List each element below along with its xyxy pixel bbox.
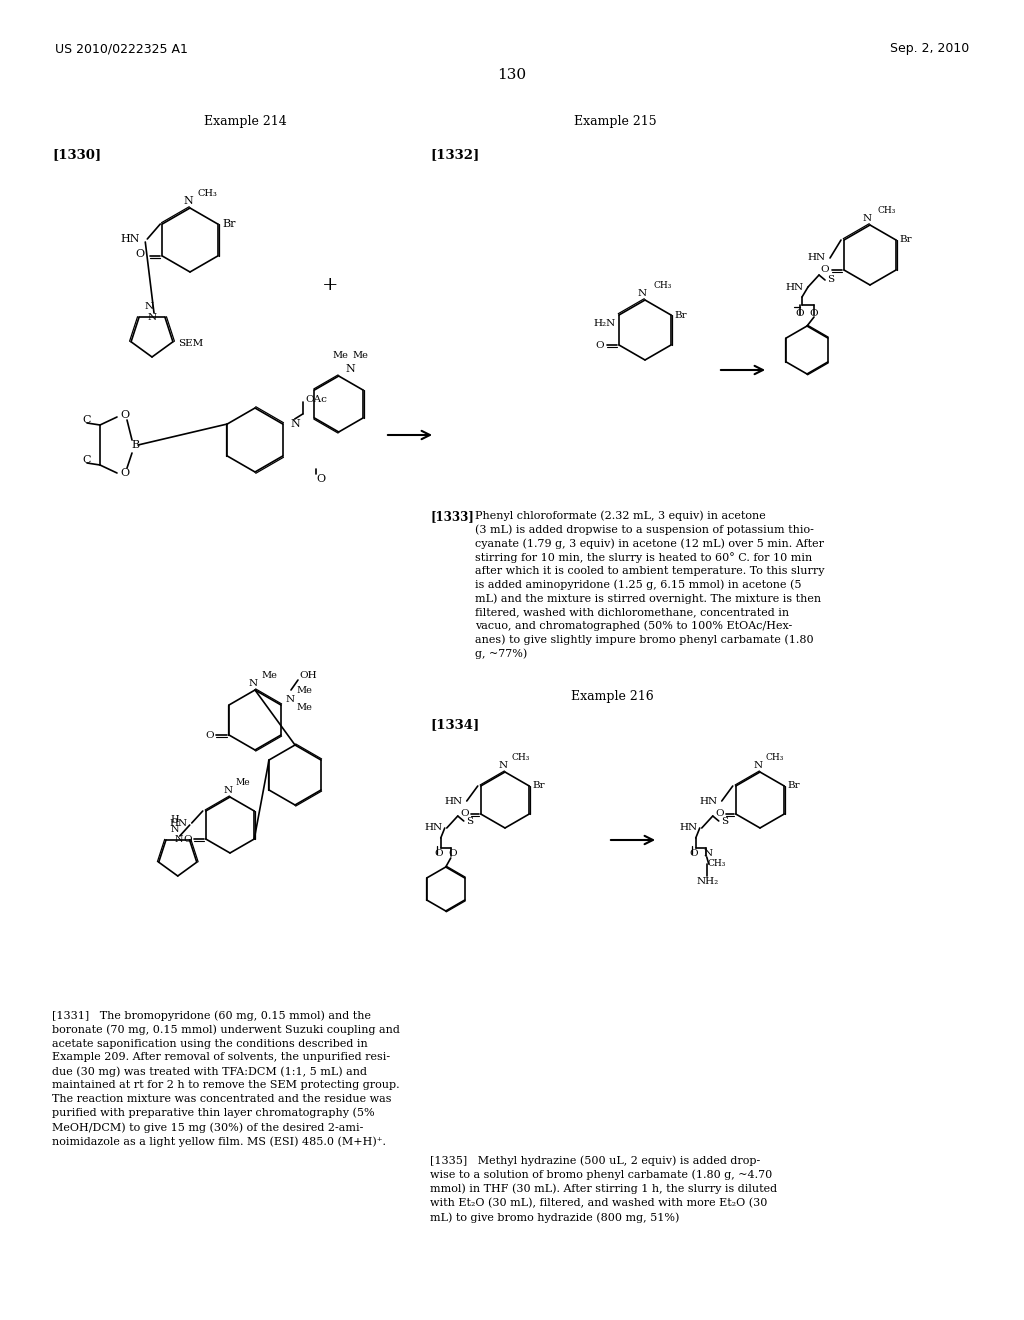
Text: [1331]   The bromopyridone (60 mg, 0.15 mmol) and the
boronate (70 mg, 0.15 mmol: [1331] The bromopyridone (60 mg, 0.15 mm… xyxy=(52,1010,400,1147)
Text: HN: HN xyxy=(785,282,804,292)
Text: N: N xyxy=(171,825,179,834)
Text: N: N xyxy=(147,313,157,322)
Text: N: N xyxy=(499,762,508,770)
Text: N: N xyxy=(175,836,183,845)
Text: O: O xyxy=(121,411,130,420)
Text: N: N xyxy=(183,195,193,206)
Text: HN: HN xyxy=(808,253,826,263)
Text: O: O xyxy=(689,850,698,858)
Text: HN: HN xyxy=(680,824,697,833)
Text: HN: HN xyxy=(121,234,140,244)
Text: C: C xyxy=(82,414,90,425)
Text: S: S xyxy=(827,276,835,285)
Text: +: + xyxy=(322,276,338,294)
Text: O: O xyxy=(434,850,443,858)
Text: O: O xyxy=(796,309,804,318)
Text: Br: Br xyxy=(532,781,545,791)
Text: H₂N: H₂N xyxy=(594,318,616,327)
Text: [1332]: [1332] xyxy=(430,148,479,161)
Text: [1330]: [1330] xyxy=(52,148,101,161)
Text: NH₂: NH₂ xyxy=(696,876,719,886)
Text: N: N xyxy=(637,289,646,298)
Text: Example 214: Example 214 xyxy=(204,115,287,128)
Text: Me: Me xyxy=(261,671,276,680)
Text: CH₃: CH₃ xyxy=(708,859,726,869)
Text: Sep. 2, 2010: Sep. 2, 2010 xyxy=(890,42,969,55)
Text: N: N xyxy=(223,785,232,795)
Text: O: O xyxy=(460,809,469,818)
Text: HN: HN xyxy=(699,796,718,805)
Text: [1333]: [1333] xyxy=(430,510,474,523)
Text: HN: HN xyxy=(170,818,187,828)
Text: N: N xyxy=(346,364,355,374)
Text: N: N xyxy=(144,302,154,312)
Text: HN: HN xyxy=(444,796,463,805)
Text: S: S xyxy=(466,817,473,825)
Text: O: O xyxy=(715,809,724,818)
Text: H: H xyxy=(170,814,179,824)
Text: O: O xyxy=(820,265,829,275)
Text: Example 216: Example 216 xyxy=(570,690,653,704)
Text: O: O xyxy=(449,850,457,858)
Text: Me: Me xyxy=(296,686,312,696)
Text: 130: 130 xyxy=(498,69,526,82)
Text: HN: HN xyxy=(425,824,442,833)
Text: CH₃: CH₃ xyxy=(766,752,784,762)
Text: Me: Me xyxy=(236,777,251,787)
Text: Me: Me xyxy=(296,704,312,711)
Text: Phenyl chloroformate (2.32 mL, 3 equiv) in acetone
(3 mL) is added dropwise to a: Phenyl chloroformate (2.32 mL, 3 equiv) … xyxy=(475,510,824,659)
Text: N: N xyxy=(703,850,713,858)
Text: O: O xyxy=(135,249,144,259)
Text: N: N xyxy=(249,678,258,688)
Text: CH₃: CH₃ xyxy=(511,752,529,762)
Text: B: B xyxy=(131,440,139,450)
Text: SEM: SEM xyxy=(178,339,203,347)
Text: O: O xyxy=(595,341,604,350)
Text: Br: Br xyxy=(222,219,237,228)
Text: CH₃: CH₃ xyxy=(878,206,896,215)
Text: S: S xyxy=(721,817,728,825)
Text: Br: Br xyxy=(899,235,911,244)
Text: [1335]   Methyl hydrazine (500 uL, 2 equiv) is added drop-
wise to a solution of: [1335] Methyl hydrazine (500 uL, 2 equiv… xyxy=(430,1155,777,1222)
Text: Br: Br xyxy=(674,310,687,319)
Text: N: N xyxy=(291,418,300,429)
Text: [1334]: [1334] xyxy=(430,718,479,731)
Text: Me: Me xyxy=(333,351,349,360)
Text: US 2010/0222325 A1: US 2010/0222325 A1 xyxy=(55,42,187,55)
Text: C: C xyxy=(82,455,90,465)
Text: Me: Me xyxy=(352,351,369,360)
Text: N: N xyxy=(754,762,763,770)
Text: O: O xyxy=(206,730,214,739)
Text: Br: Br xyxy=(787,781,800,791)
Text: O: O xyxy=(183,834,191,843)
Text: CH₃: CH₃ xyxy=(653,281,672,290)
Text: O: O xyxy=(121,469,130,478)
Text: O: O xyxy=(316,474,326,484)
Text: N: N xyxy=(286,696,295,705)
Text: O: O xyxy=(810,309,818,318)
Text: OH: OH xyxy=(299,671,316,680)
Text: CH₃: CH₃ xyxy=(198,189,218,198)
Text: OAc: OAc xyxy=(306,395,328,404)
Text: N: N xyxy=(862,214,871,223)
Text: Example 215: Example 215 xyxy=(573,115,656,128)
